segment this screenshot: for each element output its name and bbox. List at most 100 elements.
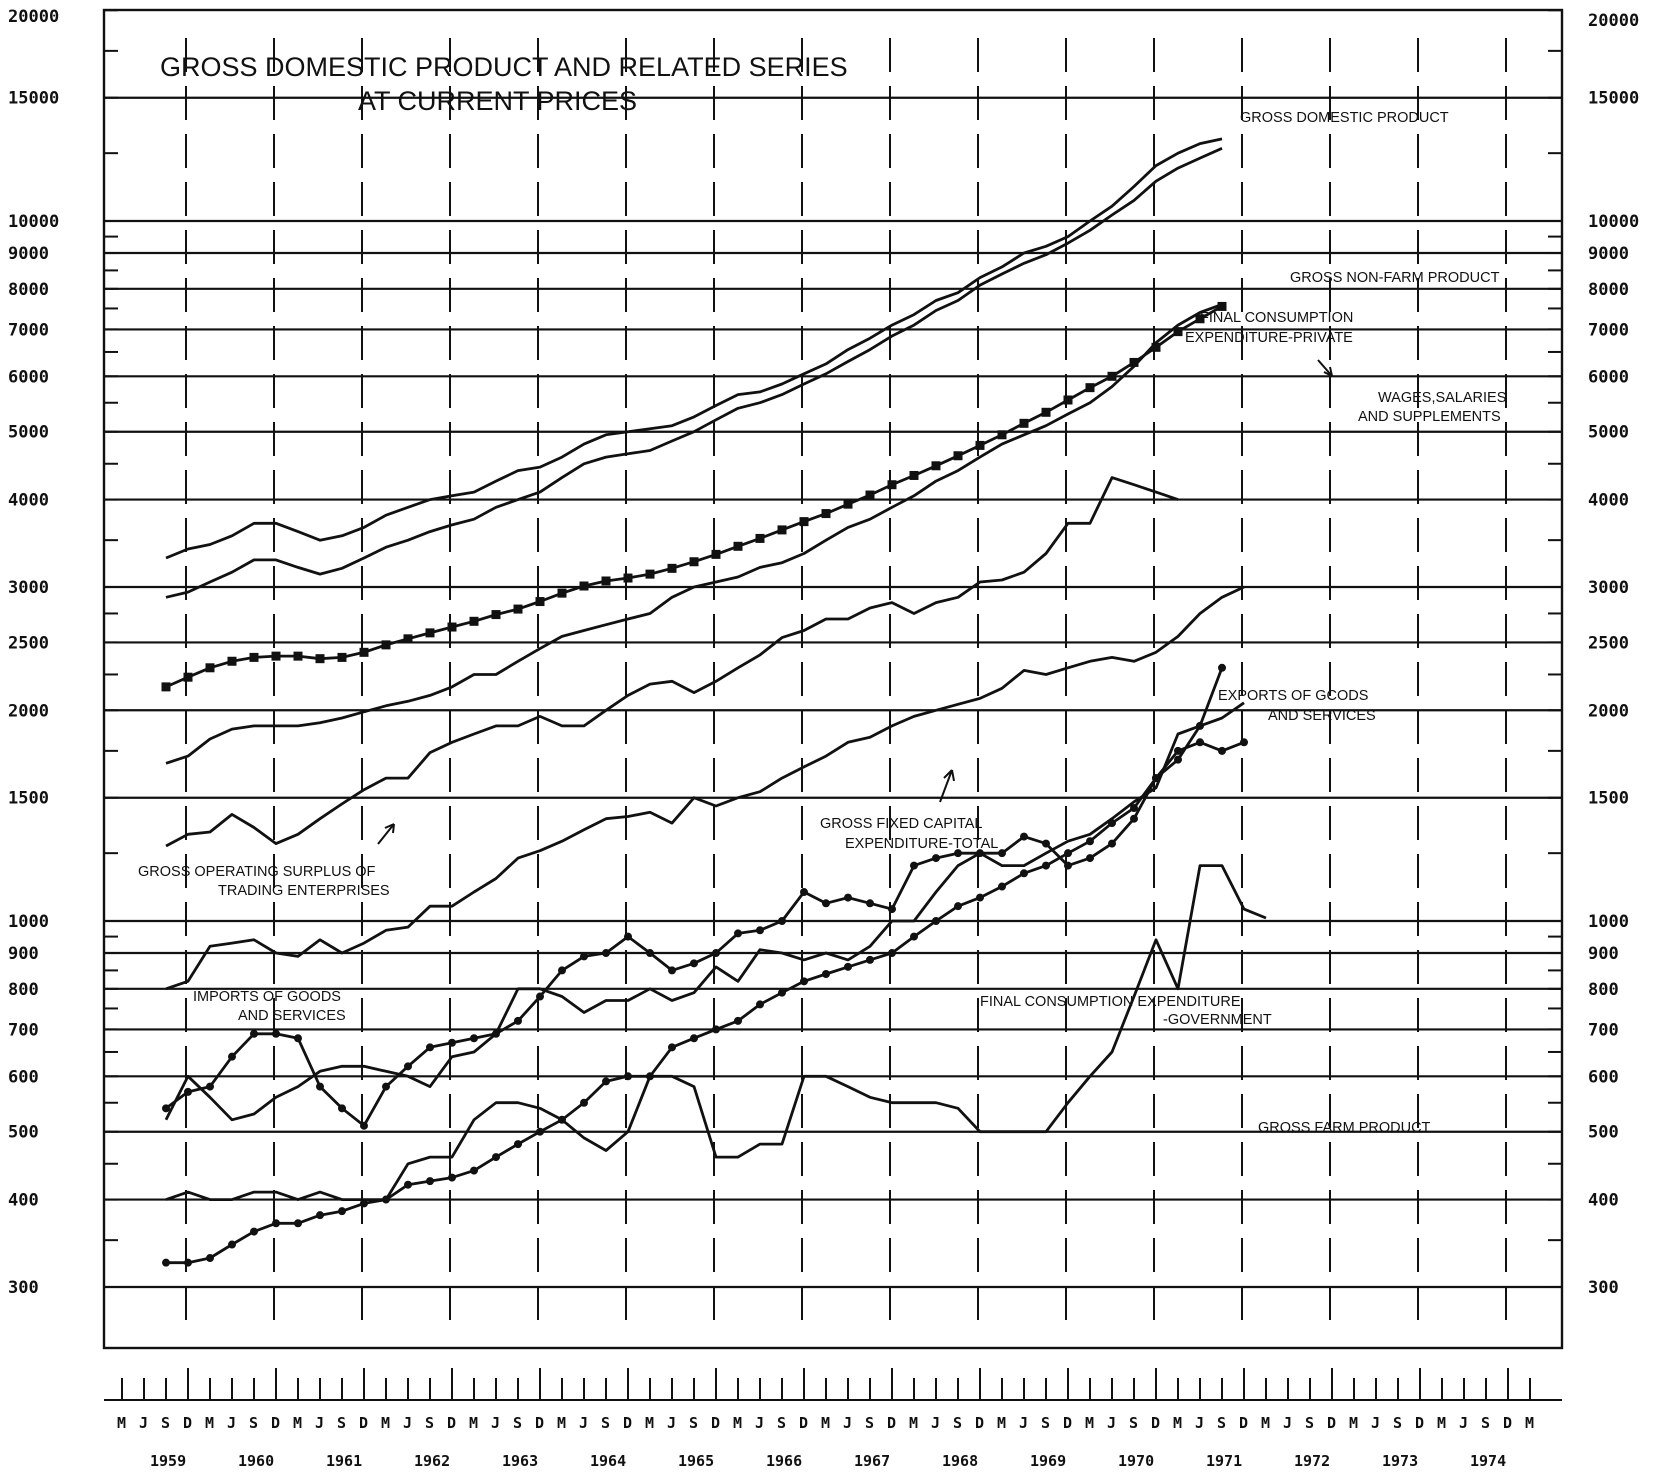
x-month-label: J: [227, 1414, 236, 1432]
annotation-arrows: [377, 359, 1333, 845]
series-point-dot: [492, 1029, 500, 1038]
series-point-dot: [1152, 774, 1160, 783]
series-point-dot: [1042, 839, 1050, 848]
x-year-label: 1972: [1294, 1452, 1330, 1470]
series-point-dot: [734, 1016, 742, 1025]
chart-subtitle: AT CURRENT PRICES: [358, 86, 637, 116]
series-point-dot: [294, 1034, 302, 1043]
x-month-label: M: [293, 1414, 302, 1432]
annotation-exports-2: AND SERVICES: [1268, 708, 1376, 724]
annotation-imports-2: AND SERVICES: [238, 1008, 346, 1024]
series-point-square: [777, 525, 787, 535]
grid-layer: [104, 38, 1562, 1330]
series-point-dot: [844, 962, 852, 971]
series-point-dot: [294, 1219, 302, 1228]
series-point-dot: [228, 1052, 236, 1061]
x-month-label: J: [667, 1414, 676, 1432]
series-layer: [161, 137, 1267, 1267]
x-month-label: D: [1327, 1414, 1336, 1432]
x-month-label: M: [821, 1414, 830, 1432]
x-month-label: D: [799, 1414, 808, 1432]
series-point-dot: [1240, 738, 1248, 747]
series-point-dot: [1196, 738, 1204, 747]
series-point-square: [579, 581, 589, 591]
y-tick-label-left: 600: [8, 1067, 39, 1087]
series-point-dot: [558, 966, 566, 975]
series-point-dot: [690, 959, 698, 968]
x-month-label: S: [953, 1414, 962, 1432]
annotation-wages-2: AND SUPPLEMENTS: [1358, 409, 1501, 425]
series-point-square: [887, 480, 897, 490]
series-point-dot: [228, 1240, 236, 1249]
series-point-dot: [976, 893, 984, 902]
series-point-dot: [1174, 746, 1182, 755]
x-month-label: J: [755, 1414, 764, 1432]
x-month-label: M: [1349, 1414, 1358, 1432]
series-point-dot: [1196, 721, 1204, 730]
series-point-dot: [1020, 869, 1028, 878]
y-tick-label-right: 4000: [1588, 491, 1629, 511]
series-point-dot: [1130, 804, 1138, 813]
series-point-dot: [602, 1077, 610, 1086]
x-month-label: D: [183, 1414, 192, 1432]
annotation-imports-1: IMPORTS OF GOODS: [193, 989, 341, 1005]
series-point-dot: [1020, 832, 1028, 841]
x-month-label: J: [403, 1414, 412, 1432]
series-point-dot: [734, 929, 742, 938]
series-point-dot: [976, 849, 984, 858]
series-point-dot: [756, 926, 764, 935]
series-point-dot: [184, 1087, 192, 1096]
x-month-label: S: [161, 1414, 170, 1432]
series-point-dot: [822, 899, 830, 908]
series-point-dot: [162, 1258, 170, 1267]
annotation-farm-product: GROSS FARM PRODUCT: [1258, 1120, 1431, 1136]
x-year-label: 1963: [502, 1452, 538, 1470]
series-point-dot: [866, 955, 874, 964]
x-month-label: S: [689, 1414, 698, 1432]
y-tick-label-right: 20000: [1588, 11, 1639, 31]
x-month-label: M: [733, 1414, 742, 1432]
y-tick-label-left: 10000: [8, 212, 59, 232]
series-point-dot: [536, 992, 544, 1001]
annotation-gdp: GROSS DOMESTIC PRODUCT: [1240, 110, 1449, 126]
x-year-label: 1967: [854, 1452, 890, 1470]
x-month-label: M: [1085, 1414, 1094, 1432]
series-line-3: [165, 303, 1223, 765]
y-tick-label-left: 2000: [8, 701, 49, 721]
x-month-label: S: [1393, 1414, 1402, 1432]
y-tick-label-left: 15000: [8, 89, 59, 109]
series-point-square: [491, 610, 501, 620]
series-point-dot: [712, 949, 720, 958]
x-month-label: M: [1437, 1414, 1446, 1432]
series-point-dot: [910, 861, 918, 870]
y-tick-label-left: 3000: [8, 578, 49, 598]
y-tick-label-right: 400: [1588, 1191, 1619, 1211]
series-point-dot: [206, 1082, 214, 1091]
y-tick-label-left: 7000: [8, 320, 49, 340]
x-month-label: J: [139, 1414, 148, 1432]
series-point-square: [161, 682, 171, 692]
x-month-label: J: [1459, 1414, 1468, 1432]
series-point-square: [513, 604, 523, 614]
x-month-label: S: [601, 1414, 610, 1432]
x-month-label: J: [315, 1414, 324, 1432]
x-year-label: 1974: [1470, 1452, 1506, 1470]
series-line-2: [165, 305, 1223, 689]
series-point-square: [931, 461, 941, 471]
series-point-dot: [668, 966, 676, 975]
x-month-label: J: [1019, 1414, 1028, 1432]
annotation-exports-1: EXPORTS OF GCODS: [1218, 688, 1368, 704]
series-point-dot: [404, 1062, 412, 1071]
y-tick-label-right: 300: [1588, 1278, 1619, 1298]
series-point-square: [667, 563, 677, 573]
annotation-fixed-capital-1: GROSS FIXED CAPITAL: [820, 816, 983, 832]
y-tick-label-right: 3000: [1588, 578, 1629, 598]
y-tick-label-left: 700: [8, 1020, 39, 1040]
series-point-dot: [602, 949, 610, 958]
x-month-label: M: [1525, 1414, 1534, 1432]
plot-frame: [102, 8, 1564, 1350]
series-point-dot: [470, 1166, 478, 1175]
x-year-label: 1964: [590, 1452, 626, 1470]
x-month-label: D: [1239, 1414, 1248, 1432]
series-line-9: [165, 864, 1267, 1201]
